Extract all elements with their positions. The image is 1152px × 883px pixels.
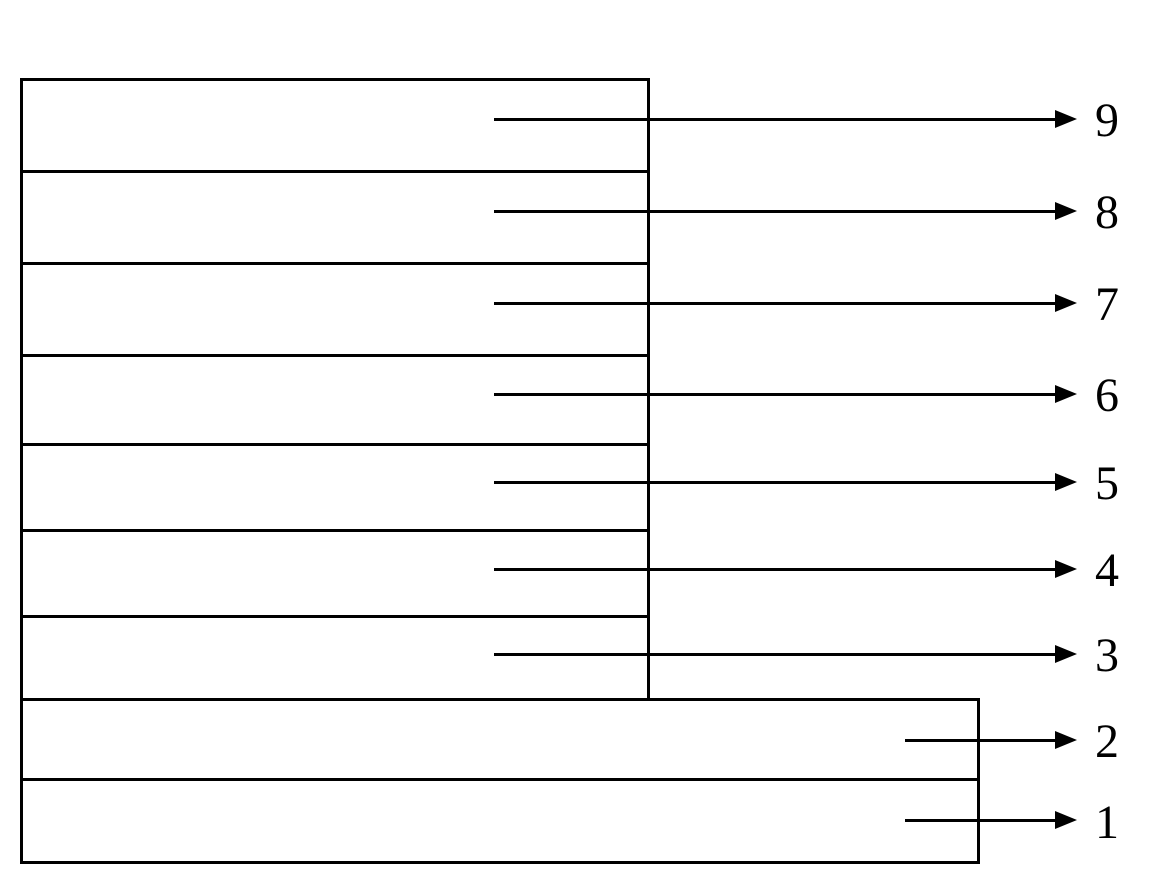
label-7: 7 xyxy=(1095,277,1119,332)
layer-6 xyxy=(20,354,650,446)
label-6: 6 xyxy=(1095,368,1119,423)
layer-3 xyxy=(20,615,650,701)
layer-2 xyxy=(20,698,980,781)
arrow-line-5 xyxy=(494,481,1060,484)
arrow-head-2 xyxy=(1055,731,1077,749)
label-2: 2 xyxy=(1095,714,1119,769)
arrow-head-3 xyxy=(1055,645,1077,663)
layer-7 xyxy=(20,262,650,357)
arrow-head-1 xyxy=(1055,811,1077,829)
layer-4 xyxy=(20,529,650,618)
label-1: 1 xyxy=(1095,795,1119,850)
arrow-line-7 xyxy=(494,302,1060,305)
arrow-head-5 xyxy=(1055,473,1077,491)
layer-8 xyxy=(20,170,650,265)
arrow-head-4 xyxy=(1055,560,1077,578)
arrow-line-6 xyxy=(494,393,1060,396)
arrow-head-9 xyxy=(1055,110,1077,128)
layer-diagram: 1 2 3 4 5 6 7 8 9 xyxy=(0,0,1152,883)
label-4: 4 xyxy=(1095,543,1119,598)
layer-9 xyxy=(20,78,650,173)
label-9: 9 xyxy=(1095,93,1119,148)
label-3: 3 xyxy=(1095,628,1119,683)
layer-5 xyxy=(20,443,650,532)
arrow-line-2 xyxy=(905,739,1060,742)
label-5: 5 xyxy=(1095,456,1119,511)
layer-1 xyxy=(20,778,980,864)
arrow-head-7 xyxy=(1055,294,1077,312)
arrow-line-9 xyxy=(494,118,1060,121)
label-8: 8 xyxy=(1095,185,1119,240)
arrow-line-3 xyxy=(494,653,1060,656)
arrow-head-8 xyxy=(1055,202,1077,220)
arrow-head-6 xyxy=(1055,385,1077,403)
arrow-line-1 xyxy=(905,819,1060,822)
arrow-line-8 xyxy=(494,210,1060,213)
arrow-line-4 xyxy=(494,568,1060,571)
